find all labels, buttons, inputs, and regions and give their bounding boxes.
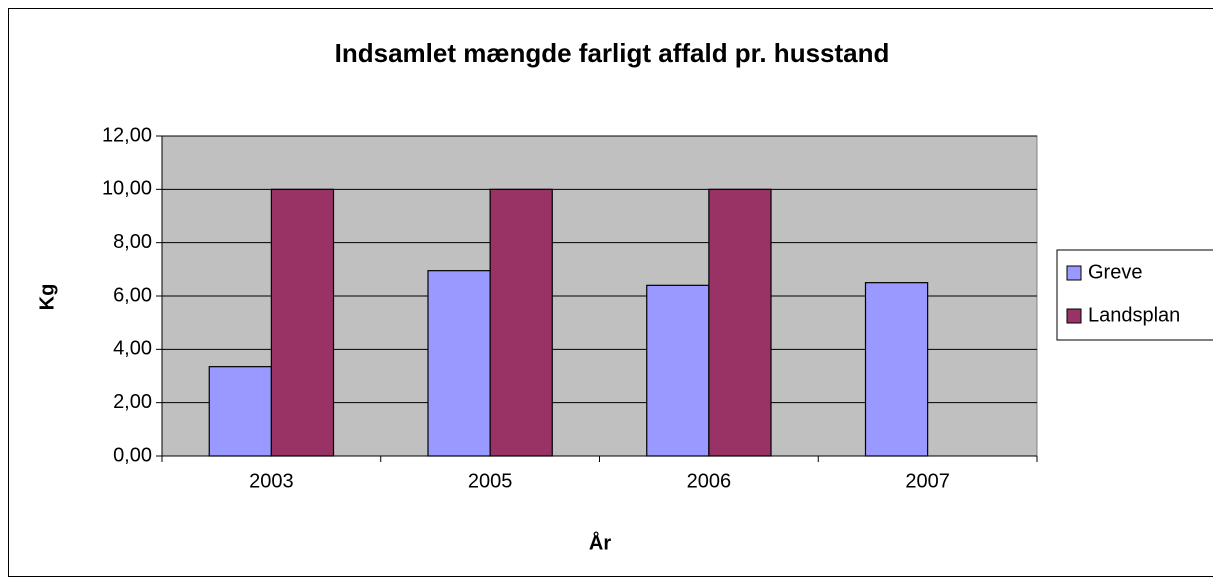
bar: [427, 270, 491, 457]
chart-title: Indsamlet mængde farligt affald pr. huss…: [335, 38, 890, 68]
y-tick-label: 6,00: [113, 284, 152, 306]
y-tick-label: 4,00: [113, 338, 152, 360]
y-tick-label: 8,00: [113, 231, 152, 253]
x-axis-label: År: [589, 530, 611, 554]
legend-box: [1056, 249, 1213, 341]
y-tick-label: 10,00: [102, 178, 152, 200]
x-tick-label: 2005: [468, 470, 513, 492]
bar: [489, 188, 553, 457]
y-tick-label: 0,00: [113, 444, 152, 466]
bar: [646, 284, 710, 457]
x-tick-label: 2007: [905, 470, 950, 492]
y-tick-label: 2,00: [113, 391, 152, 413]
legend-label: Greve: [1088, 261, 1142, 283]
bar: [208, 366, 272, 457]
legend-label: Landsplan: [1088, 304, 1180, 326]
bar: [270, 188, 335, 457]
legend-swatch: [1066, 308, 1082, 324]
legend-swatch: [1066, 265, 1082, 281]
bar: [708, 188, 772, 457]
y-axis-label: Kg: [36, 284, 58, 311]
bar: [864, 282, 929, 457]
y-tick-label: 12,00: [102, 124, 152, 146]
x-tick-label: 2003: [249, 470, 294, 492]
x-tick-label: 2006: [687, 470, 732, 492]
